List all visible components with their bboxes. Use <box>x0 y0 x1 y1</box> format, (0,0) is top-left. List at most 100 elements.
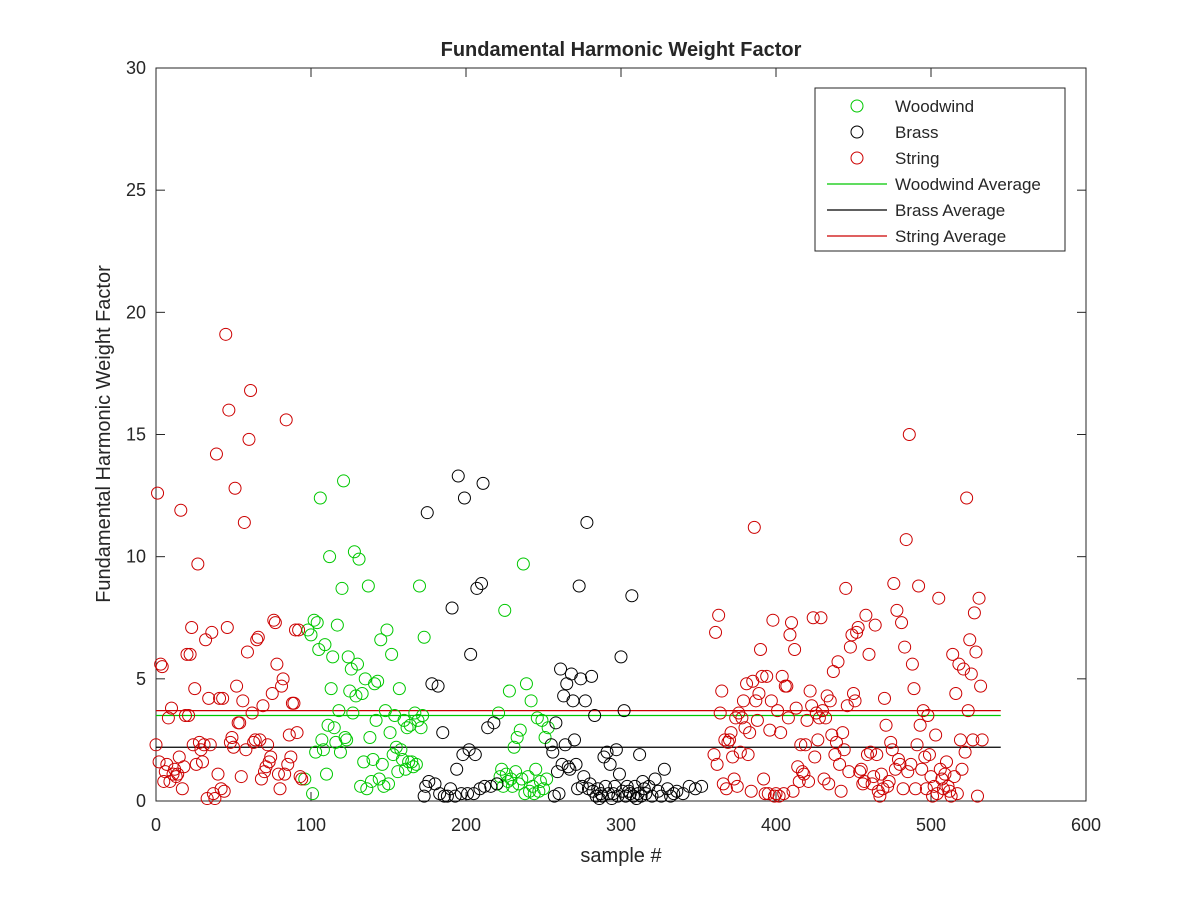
brass-point <box>614 650 628 664</box>
string-point <box>913 718 927 732</box>
string-point <box>251 630 265 644</box>
string-point <box>922 748 936 762</box>
woodwind-point <box>406 760 420 774</box>
string-point <box>237 515 251 529</box>
string-point <box>868 618 882 632</box>
string-point <box>774 726 788 740</box>
string-point <box>182 708 196 722</box>
string-point <box>281 757 295 771</box>
brass-point <box>487 716 501 730</box>
brass-point <box>444 782 457 796</box>
string-point <box>240 645 254 659</box>
string-point <box>166 767 180 781</box>
brass-point <box>578 694 592 708</box>
woodwind-point <box>338 730 352 744</box>
woodwind-point <box>504 772 518 786</box>
brass-point <box>688 782 702 796</box>
string-point <box>975 733 989 747</box>
string-point <box>884 735 898 749</box>
legend-marker <box>850 151 864 165</box>
legend-label: Woodwind <box>895 97 974 116</box>
scatter-markers <box>149 327 989 806</box>
brass-point <box>583 777 597 791</box>
string-point <box>202 691 216 705</box>
brass-point <box>667 787 681 801</box>
string-point <box>780 679 794 693</box>
string-point <box>912 579 926 593</box>
string-point <box>802 774 816 788</box>
woodwind-point <box>316 743 330 757</box>
brass-point <box>490 777 504 791</box>
brass-point <box>620 779 634 793</box>
string-point <box>205 625 219 639</box>
string-point <box>771 704 785 718</box>
string-point <box>885 743 899 757</box>
string-point <box>840 699 854 713</box>
woodwind-point <box>533 774 547 788</box>
brass-point <box>617 704 631 718</box>
string-point <box>941 779 955 793</box>
legend-entry-woodwind-average: Woodwind Average <box>827 175 1041 194</box>
woodwind-series <box>298 474 555 801</box>
y-tick-label: 0 <box>136 791 146 811</box>
string-point <box>208 792 222 806</box>
woodwind-point <box>383 726 397 740</box>
string-point <box>747 520 761 534</box>
string-point <box>230 679 244 693</box>
string-point <box>794 738 808 752</box>
string-point <box>189 757 203 771</box>
brass-point <box>588 708 602 722</box>
string-point <box>749 694 763 708</box>
legend-box <box>814 87 1066 252</box>
string-point <box>822 777 836 791</box>
string-point <box>785 616 798 630</box>
woodwind-point <box>309 745 323 759</box>
string-point <box>273 782 287 796</box>
string-point <box>859 608 873 622</box>
brass-point <box>574 672 588 686</box>
string-point <box>803 684 817 698</box>
brass-point <box>552 787 566 801</box>
string-point <box>929 728 943 742</box>
woodwind-point <box>332 704 346 718</box>
string-point <box>256 699 270 713</box>
string-point <box>786 784 800 798</box>
string-point <box>740 677 754 691</box>
brass-point <box>612 767 626 781</box>
woodwind-point <box>368 677 382 691</box>
woodwind-point <box>402 755 416 769</box>
string-point <box>154 657 168 671</box>
brass-point <box>605 792 619 806</box>
string-point <box>214 782 228 796</box>
string-point <box>874 767 888 781</box>
brass-point <box>422 774 436 788</box>
brass-point <box>609 743 623 757</box>
string-point <box>727 772 741 786</box>
woodwind-point <box>411 713 425 727</box>
brass-point <box>580 515 594 529</box>
string-point <box>227 740 240 754</box>
woodwind-point <box>529 762 543 776</box>
brass-point <box>470 581 484 595</box>
woodwind-point <box>324 682 338 696</box>
string-point <box>197 738 211 752</box>
string-point <box>719 782 733 796</box>
woodwind-point <box>327 721 341 735</box>
string-point <box>952 657 966 671</box>
string-point <box>247 735 261 749</box>
string-point <box>151 486 165 500</box>
string-point <box>834 784 848 798</box>
x-tick-label: 0 <box>151 815 161 835</box>
string-point <box>916 704 930 718</box>
woodwind-point <box>323 550 337 564</box>
brass-point <box>611 789 625 803</box>
string-point <box>196 755 209 769</box>
string-point <box>851 621 865 635</box>
string-point <box>276 672 290 686</box>
string-point <box>890 603 904 617</box>
string-point <box>898 640 912 654</box>
string-point <box>967 606 981 620</box>
string-point <box>964 667 978 681</box>
woodwind-point <box>369 713 383 727</box>
